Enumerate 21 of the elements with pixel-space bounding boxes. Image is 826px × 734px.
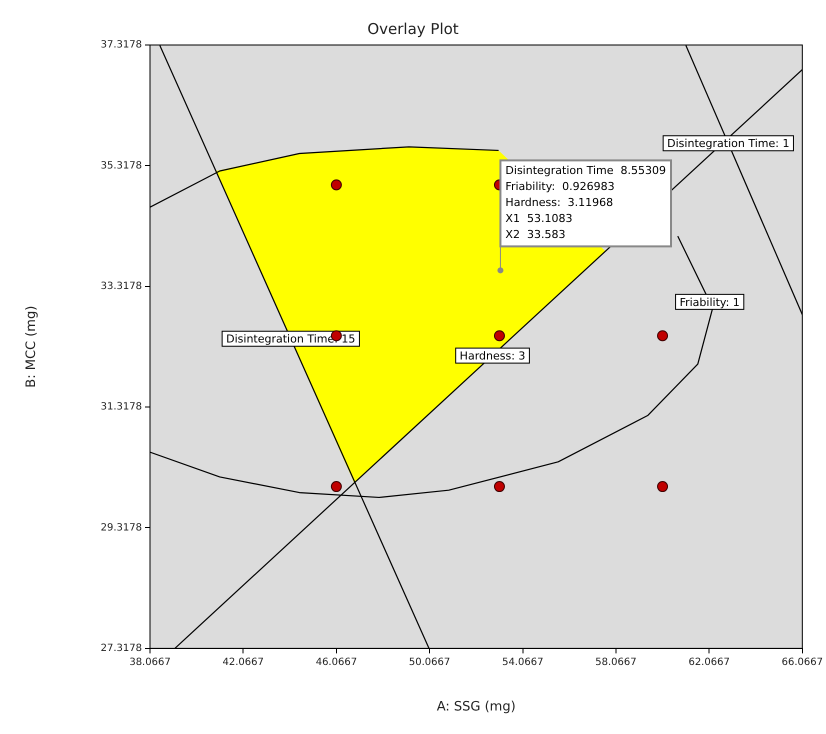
x-tick-label: 50.0667 (408, 656, 450, 668)
x-tick-label: 54.0667 (502, 656, 544, 668)
y-tick-label: 29.3178 (100, 522, 142, 534)
annotation: Friability: 1 (680, 296, 740, 309)
annotation: Hardness: 3 (460, 349, 526, 362)
y-tick-label: 31.3178 (100, 402, 142, 413)
annotation: Disintegration Time 8.55309 Friability: 0.926983 Hardness: 3.11968 X1 53.1083 X2 33.583 (505, 164, 666, 242)
x-tick-label: 38.0667 (129, 656, 171, 668)
y-tick-label: 27.3178 (100, 642, 142, 654)
x-tick-label: 66.0667 (782, 656, 824, 668)
x-axis-title: A: SSG (mg) (436, 700, 516, 715)
y-tick-label: 33.3178 (100, 280, 142, 292)
y-tick-label: 35.3178 (100, 160, 142, 172)
x-tick-label: 62.0667 (688, 656, 730, 668)
chart-title: Overlay Plot (367, 20, 459, 38)
annotation: Disintegration Time: 1 (667, 137, 790, 150)
x-tick-label: 46.0667 (316, 656, 358, 668)
x-tick-label: 42.0667 (222, 656, 264, 668)
x-tick-label: 58.0667 (595, 656, 637, 668)
y-axis-title: B: MCC (mg) (24, 306, 40, 388)
y-tick-label: 37.3178 (100, 40, 142, 51)
